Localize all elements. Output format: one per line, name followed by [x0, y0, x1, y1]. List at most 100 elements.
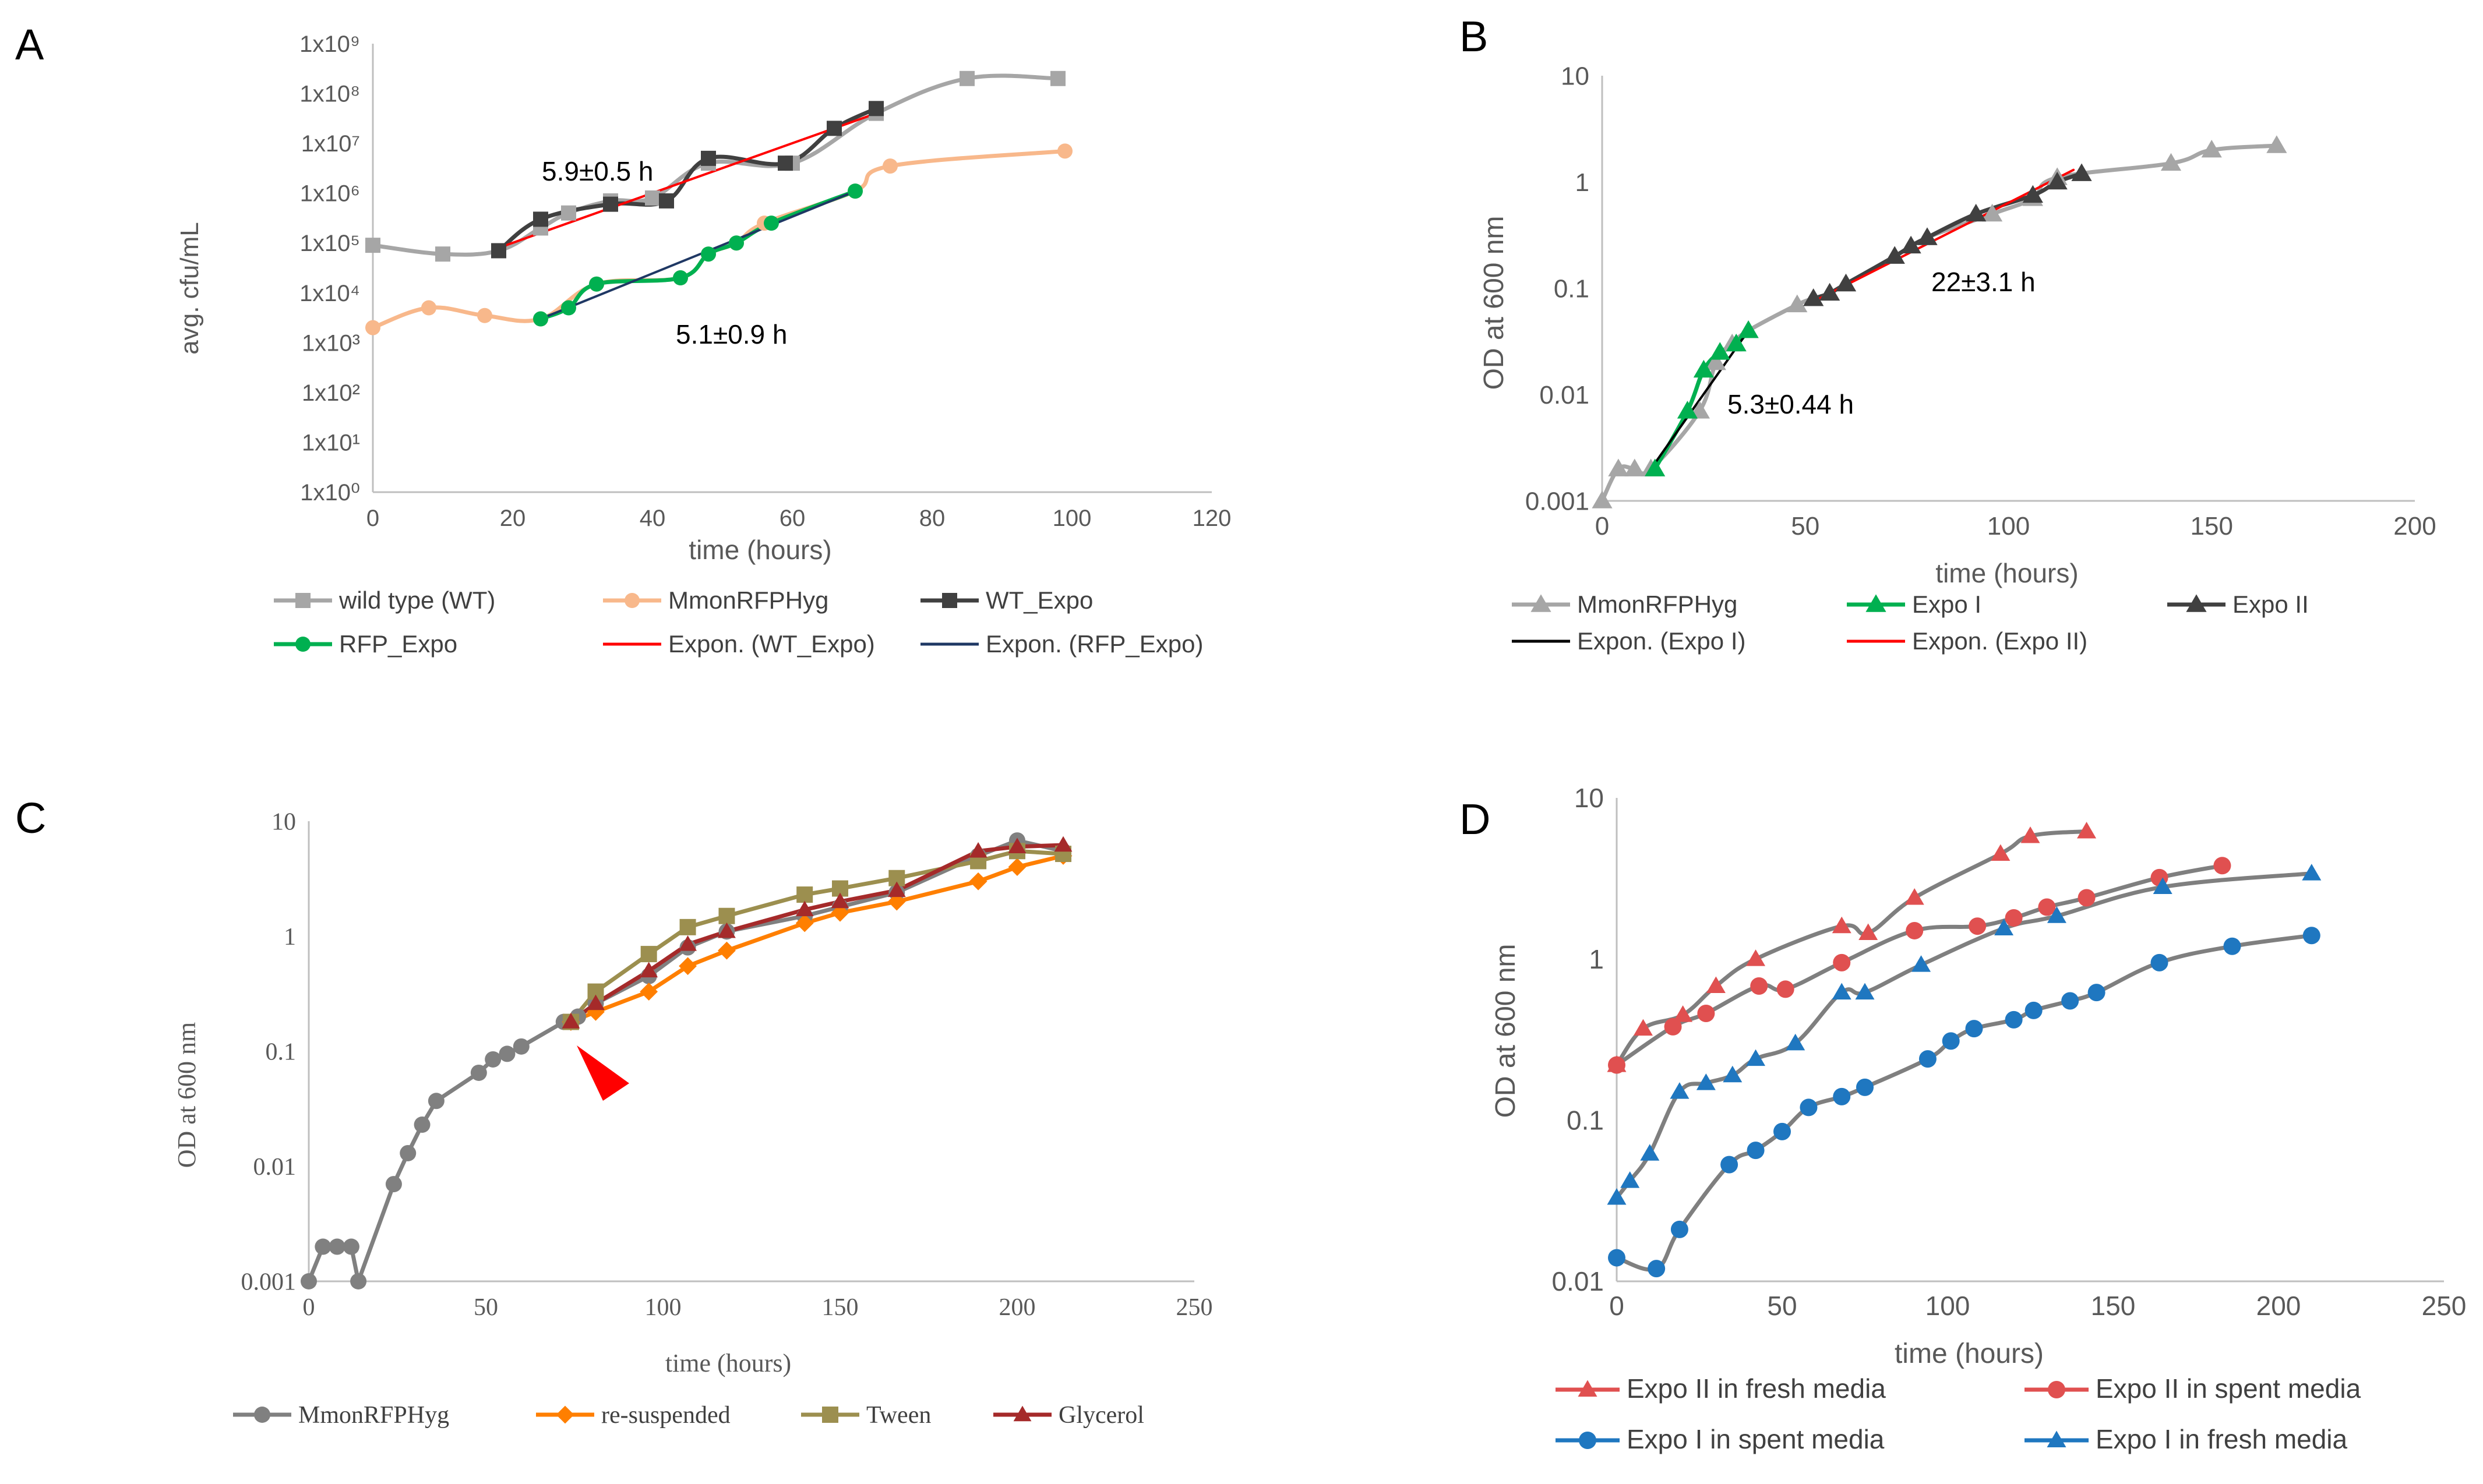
panel-d-point-expo-i-in-fresh-media	[1670, 1082, 1690, 1099]
panel-b-point-expo-i	[1645, 458, 1666, 476]
panel-d-point-expo-i-in-fresh-media	[2153, 877, 2172, 894]
panel-c-point-mmonrfphyg	[499, 1045, 516, 1062]
panel-c-point-glycerol	[1008, 838, 1027, 854]
panel-d-legend-item-expo-ii-in-fresh-media: Expo II in fresh media	[1556, 1373, 1886, 1404]
panel-a-point-wild-type-wt	[435, 246, 450, 262]
panel-b-y-tick-label: 0.1	[1554, 274, 1589, 303]
panel-a-point-wt-expo	[659, 193, 674, 209]
panel-d-point-expo-i-in-spent-media	[1918, 1050, 1937, 1068]
panel-d-legend-marker	[2048, 1381, 2065, 1398]
panel-d-axes: 0 50 100 150 200 250 0.01 0.1 1 10	[1551, 783, 2466, 1321]
panel-c-legend-label: re-suspended	[601, 1402, 731, 1429]
panel-d-series-lines	[1614, 829, 2314, 1272]
panel-a-x-tick-label: 120	[1193, 506, 1232, 531]
panel-d-point-expo-i-in-spent-media	[1608, 1249, 1625, 1267]
panel-c-point-glycerol	[969, 842, 987, 858]
panel-a-annotation-wt: 5.9±0.5 h	[542, 156, 654, 186]
panel-c-point-mmonrfphyg	[350, 1273, 367, 1289]
panel-c-y-tick-label: 0.1	[266, 1039, 297, 1066]
panel-d-point-expo-i-in-fresh-media	[1620, 1171, 1640, 1188]
panel-a-point-wild-type-wt	[645, 190, 660, 206]
panel-a-point-mmonrfphyg	[421, 300, 436, 316]
panel-d-point-expo-ii-in-spent-media	[1906, 921, 1924, 939]
panel-d-y-tick-label: 1	[1589, 944, 1604, 974]
panel-c-point-tween	[718, 907, 735, 924]
panel-d-legend-label: Expo II in fresh media	[1627, 1373, 1886, 1404]
panel-d-point-expo-i-in-spent-media	[2087, 984, 2105, 1002]
panel-d-point-expo-i-in-fresh-media	[1723, 1065, 1743, 1083]
panel-b-legend-item-expon-expo-i: Expon. (Expo I)	[1512, 627, 1745, 655]
panel-a-point-mmonrfphyg	[365, 320, 380, 335]
panel-a-x-tick-label: 40	[640, 506, 666, 531]
panel-a-x-axis-label: time (hours)	[689, 535, 831, 565]
panel-d-series-line-expo-i-in-fresh-media	[1614, 871, 2314, 1200]
panel-a-point-mmonrfphyg	[477, 308, 492, 323]
panel-d-point-expo-ii-in-spent-media	[2005, 909, 2023, 927]
panel-d-point-expo-i-in-spent-media	[2061, 992, 2079, 1010]
panel-c-point-re-suspended	[1008, 858, 1027, 876]
panel-a-y-tick-label: 1x10⁸	[299, 82, 360, 107]
panel-b-point-expo-i	[1738, 320, 1759, 338]
panel-a-point-mmonrfphyg	[1057, 143, 1073, 159]
panel-b-annotation-expo1: 5.3±0.44 h	[1727, 389, 1854, 419]
panel-d-point-expo-i-in-spent-media	[1773, 1122, 1791, 1140]
panel-d-legend-marker	[2047, 1430, 2066, 1447]
panel-a-legend-item-mmonrfphyg: MmonRFPHyg	[603, 586, 828, 614]
panel-a-point-rfp-expo	[764, 215, 779, 231]
panel-d-point-expo-i-in-spent-media	[1670, 1220, 1688, 1238]
panel-a-legend-item-wild-type-wt: wild type (WT)	[274, 586, 495, 614]
panel-d-point-expo-i-in-spent-media	[2025, 1001, 2043, 1019]
panel-b-series-line-expon-expo-i	[1649, 329, 1750, 471]
panel-b-point-mmonrfphyg	[1608, 458, 1629, 476]
panel-c-point-re-suspended	[969, 872, 987, 891]
panel-b-x-axis-label: time (hours)	[1935, 558, 2078, 588]
panel-c-point-glycerol	[640, 962, 658, 978]
panel-d-x-tick-label: 200	[2256, 1291, 2301, 1321]
panel-c-point-mmonrfphyg	[428, 1093, 445, 1110]
panel-d-point-expo-ii-in-spent-media	[1697, 1004, 1715, 1022]
panel-d-point-expo-ii-in-fresh-media	[2020, 826, 2040, 843]
panel-d-point-expo-ii-in-fresh-media	[1633, 1019, 1653, 1036]
panel-a-point-wild-type-wt	[561, 205, 576, 221]
panel-d-y-tick-label: 10	[1574, 783, 1604, 813]
panel-a-legend-marker	[625, 593, 640, 608]
panel-c-point-re-suspended	[795, 914, 814, 932]
panel-b-point-expo-ii	[2071, 163, 2092, 181]
panel-a-y-tick-label: 1x10²	[302, 380, 360, 406]
panel-a-point-wt-expo	[869, 101, 884, 116]
panel-d-x-tick-label: 0	[1609, 1291, 1624, 1321]
panel-c-point-mmonrfphyg	[485, 1051, 502, 1068]
panel-d-point-expo-i-in-spent-media	[1833, 1087, 1851, 1105]
panel-c-point-glycerol	[679, 935, 697, 951]
panel-a-y-tick-label: 1x10¹	[302, 430, 360, 455]
panel-label-d: D	[1459, 795, 1490, 843]
panel-d-point-expo-ii-in-fresh-media	[2077, 821, 2097, 839]
panel-a-legend-label: Expon. (WT_Expo)	[668, 630, 875, 658]
panel-a-x-tick-label: 20	[500, 506, 526, 531]
panel-b-legend-marker	[1865, 594, 1886, 612]
panel-d-point-expo-i-in-fresh-media	[2047, 906, 2066, 923]
panel-b-legend-label: Expon. (Expo II)	[1912, 627, 2087, 655]
panel-b-y-tick-label: 0.001	[1525, 487, 1589, 515]
panel-a-legend-label: MmonRFPHyg	[668, 586, 828, 614]
panel-b-legend-marker	[1530, 594, 1551, 612]
panel-d-point-expo-i-in-spent-media	[1648, 1260, 1666, 1278]
panel-a: A avg. cfu/mL time (hours) 0 20 40 60 80 100 1…	[15, 20, 1231, 658]
panel-d-y-axis-label: OD at 600 nm	[1490, 944, 1521, 1118]
panel-b-series-line-mmonrfphyg	[1600, 143, 2279, 503]
panel-c-series-line-mmonrfphyg	[306, 838, 1066, 1284]
panel-c-point-glycerol	[562, 1013, 580, 1029]
panel-c-point-mmonrfphyg	[301, 1273, 317, 1289]
panel-label-c: C	[15, 794, 46, 842]
panel-d-y-tick-label: 0.1	[1567, 1105, 1604, 1135]
panel-d-legend-item-expo-ii-in-spent-media: Expo II in spent media	[2025, 1373, 2361, 1404]
panel-d-point-expo-ii-in-spent-media	[2213, 857, 2231, 875]
panel-a-annotation-rfp: 5.1±0.9 h	[676, 319, 788, 349]
panel-c-legend: MmonRFPHyg re-suspended Tween Glycerol	[233, 1402, 1144, 1429]
panel-b-point-mmonrfphyg	[1592, 490, 1613, 508]
panel-d-point-expo-i-in-fresh-media	[1746, 1049, 1766, 1066]
panel-c-y-tick-label: 10	[271, 809, 296, 836]
panel-c-legend-item-mmonrfphyg: MmonRFPHyg	[233, 1402, 449, 1429]
panel-c-point-tween	[640, 946, 657, 963]
panel-a-point-rfp-expo	[589, 276, 604, 292]
